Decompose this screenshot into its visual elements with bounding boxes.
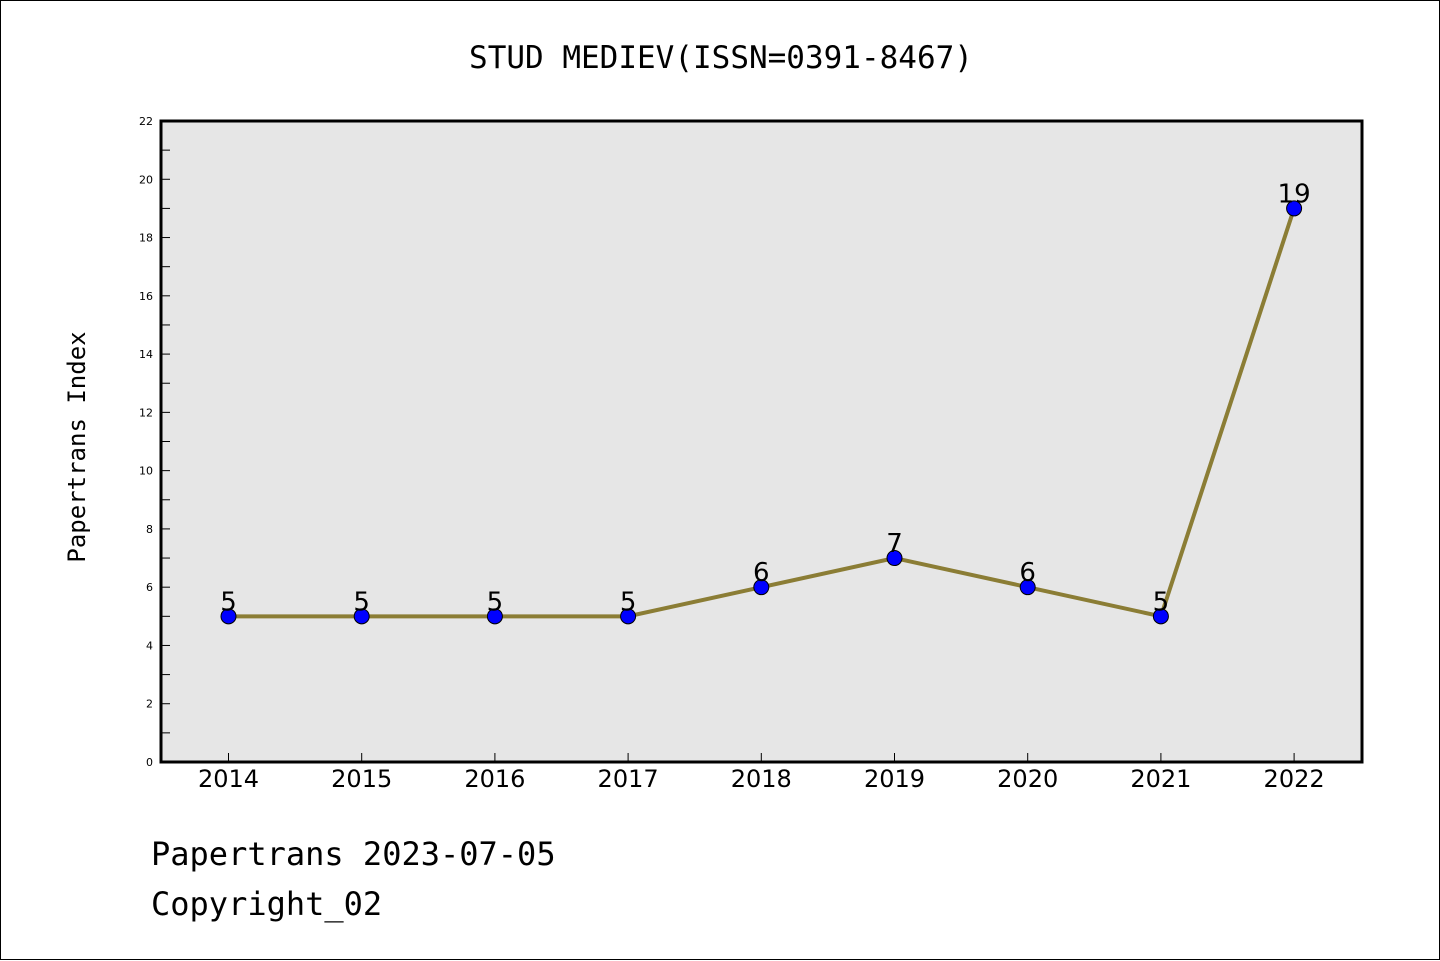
- x-tick-label: 2015: [331, 765, 392, 793]
- y-tick-label: 22: [139, 115, 153, 128]
- footer-date: Papertrans 2023-07-05: [151, 835, 556, 873]
- data-label: 7: [886, 529, 903, 559]
- x-tick-label: 2016: [464, 765, 525, 793]
- y-tick-label: 2: [146, 698, 153, 711]
- data-point-marker: [1019, 579, 1036, 596]
- y-axis-label: Papertrans Index: [63, 331, 91, 562]
- data-label: 5: [220, 587, 237, 617]
- data-point-marker: [1152, 608, 1169, 625]
- chart-title: STUD MEDIEV(ISSN=0391-8467): [469, 40, 973, 76]
- data-point-marker: [220, 608, 237, 625]
- y-tick-label: 12: [139, 406, 153, 419]
- y-tick-label: 8: [146, 523, 153, 536]
- data-point-marker: [620, 608, 637, 625]
- data-point-marker: [1286, 200, 1303, 217]
- data-point-marker: [886, 550, 903, 567]
- x-tick-label: 2018: [731, 765, 792, 793]
- plot-border: [159, 119, 1364, 764]
- data-label: 5: [487, 587, 504, 617]
- data-labels: 5 5 5 5 6 7 6 5 19: [220, 179, 1310, 617]
- x-tick-label: 2020: [997, 765, 1058, 793]
- data-label: 6: [1019, 558, 1036, 588]
- data-label: 6: [753, 558, 770, 588]
- x-tick-label: 2022: [1264, 765, 1325, 793]
- x-tick-label: 2014: [198, 765, 259, 793]
- data-point-marker: [753, 579, 770, 596]
- y-tick-label: 10: [139, 465, 153, 478]
- y-tick-label: 16: [139, 290, 153, 303]
- data-label: 5: [353, 587, 370, 617]
- y-tick-label: 18: [139, 232, 153, 245]
- data-label: 5: [620, 587, 637, 617]
- data-point-marker: [353, 608, 370, 625]
- data-point-marker: [486, 608, 503, 625]
- y-tick-label: 20: [139, 173, 153, 186]
- footer-copyright: Copyright_02: [151, 885, 382, 923]
- x-tick-label: 2019: [864, 765, 925, 793]
- y-tick-label: 0: [146, 756, 153, 769]
- series-line-group: [220, 200, 1303, 625]
- y-tick-label: 6: [146, 581, 153, 594]
- x-tick-label: 2017: [598, 765, 659, 793]
- data-label: 5: [1153, 587, 1170, 617]
- plot-area: [161, 121, 1362, 762]
- data-label: 19: [1278, 179, 1311, 209]
- x-axis: 2014 2015 2016 2017 2018 2019 2020 2021 2022: [198, 753, 1325, 793]
- y-tick-label: 14: [139, 348, 153, 361]
- x-tick-label: 2021: [1130, 765, 1191, 793]
- y-tick-label: 4: [146, 639, 153, 652]
